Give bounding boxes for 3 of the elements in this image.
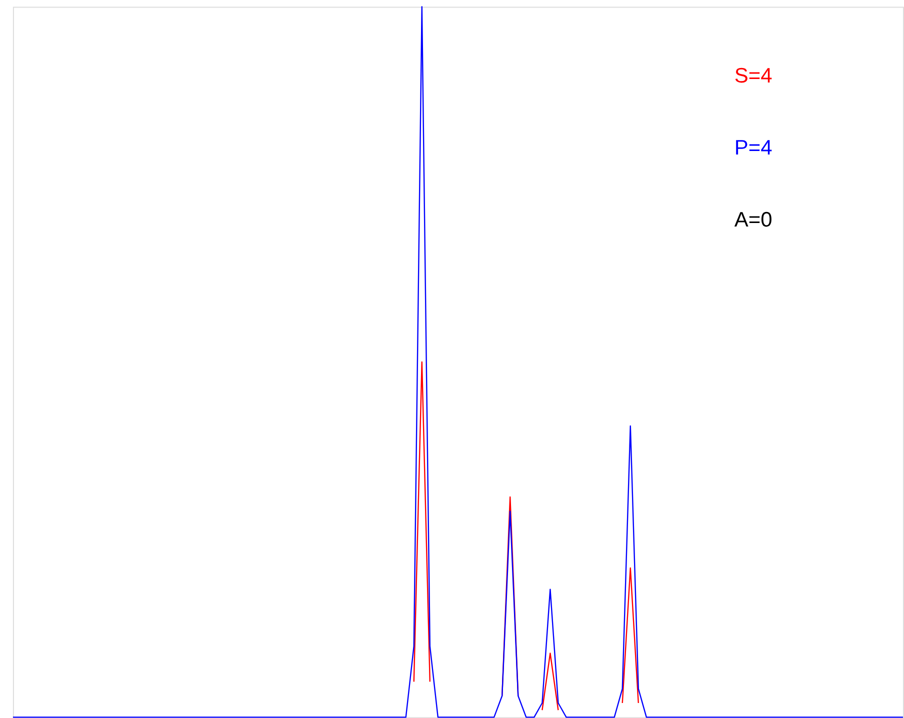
annotation: A=0 (734, 208, 772, 232)
text: S=4 (734, 64, 773, 88)
text: P=4 (734, 136, 773, 160)
